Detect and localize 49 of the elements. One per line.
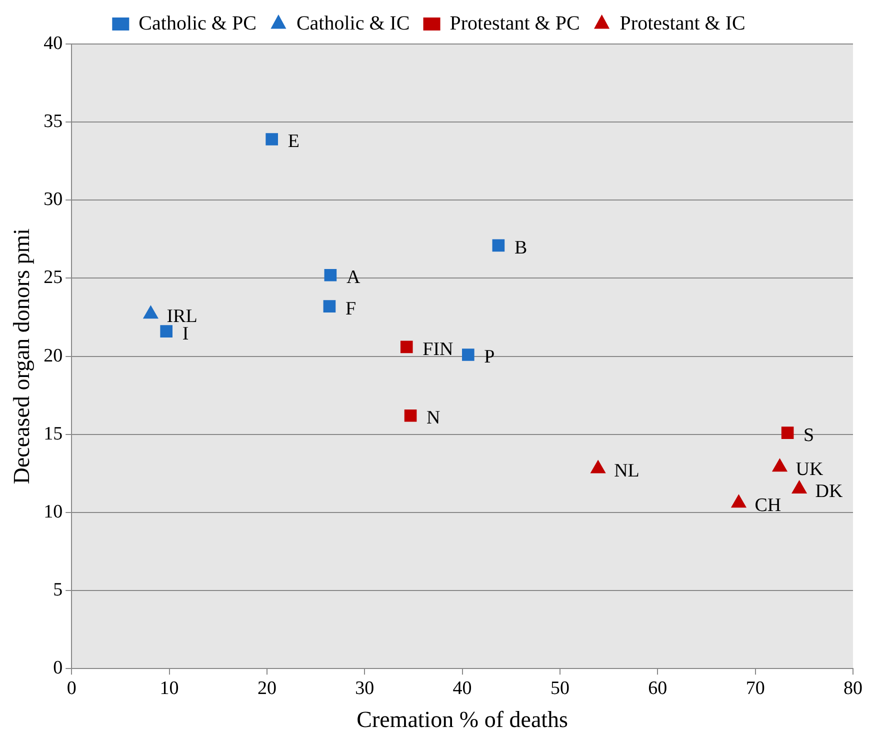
annotation: P <box>484 346 495 368</box>
y-tick-label: 30 <box>44 189 63 210</box>
y-tick-label: 40 <box>44 32 63 54</box>
point <box>462 348 474 361</box>
point <box>160 325 172 338</box>
y-tick-label: 15 <box>44 423 63 444</box>
point <box>792 480 807 494</box>
x-tick-label: 10 <box>160 678 179 699</box>
x-axis-title: Cremation % of deaths <box>356 707 568 732</box>
x-tick-label: 60 <box>648 678 668 699</box>
x-tick-label: 80 <box>844 678 862 699</box>
annotation: F <box>345 298 356 320</box>
point <box>266 133 278 146</box>
legend-label: Protestant & PC <box>450 12 580 34</box>
x-tick-label: 70 <box>746 678 765 699</box>
annotation: CH <box>754 495 782 516</box>
x-tick-label: 0 <box>66 678 76 699</box>
point <box>772 458 788 472</box>
point <box>324 268 337 282</box>
annotation: E <box>288 131 300 152</box>
point <box>404 409 417 422</box>
annotation: B <box>514 237 528 258</box>
x-tick-label: 20 <box>257 678 276 699</box>
point <box>323 300 336 312</box>
annotation: UK <box>796 459 824 480</box>
x-tick-label: 50 <box>550 678 570 699</box>
legend-label: Catholic & PC <box>138 12 256 34</box>
y-tick-label: 25 <box>44 267 63 288</box>
annotation: FIN <box>422 338 454 360</box>
y-tick-label: 20 <box>44 345 63 366</box>
y-tick-label: 0 <box>53 658 63 679</box>
y-tick-label: 10 <box>44 501 63 522</box>
y-tick-label: 35 <box>44 111 63 132</box>
point <box>731 494 746 508</box>
point <box>400 340 413 354</box>
y-axis-title: Deceased organ donors pmi <box>8 228 34 484</box>
annotation: N <box>426 408 441 429</box>
point <box>781 426 794 439</box>
y-tick-label: 5 <box>53 580 63 601</box>
point <box>492 239 505 252</box>
x-tick-label: 30 <box>355 678 374 699</box>
point <box>590 460 606 474</box>
annotation: NL <box>614 460 640 482</box>
annotation: S <box>804 424 814 446</box>
annotation: DK <box>815 481 843 502</box>
legend-label: Protestant & IC <box>620 12 746 34</box>
legend-label: Catholic & IC <box>296 12 410 34</box>
x-tick-label: 40 <box>452 678 472 699</box>
annotation: A <box>346 267 360 288</box>
